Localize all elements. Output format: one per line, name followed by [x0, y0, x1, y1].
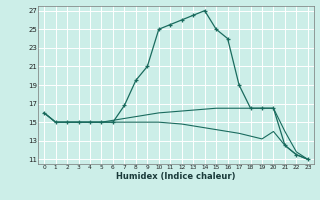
X-axis label: Humidex (Indice chaleur): Humidex (Indice chaleur) [116, 172, 236, 181]
